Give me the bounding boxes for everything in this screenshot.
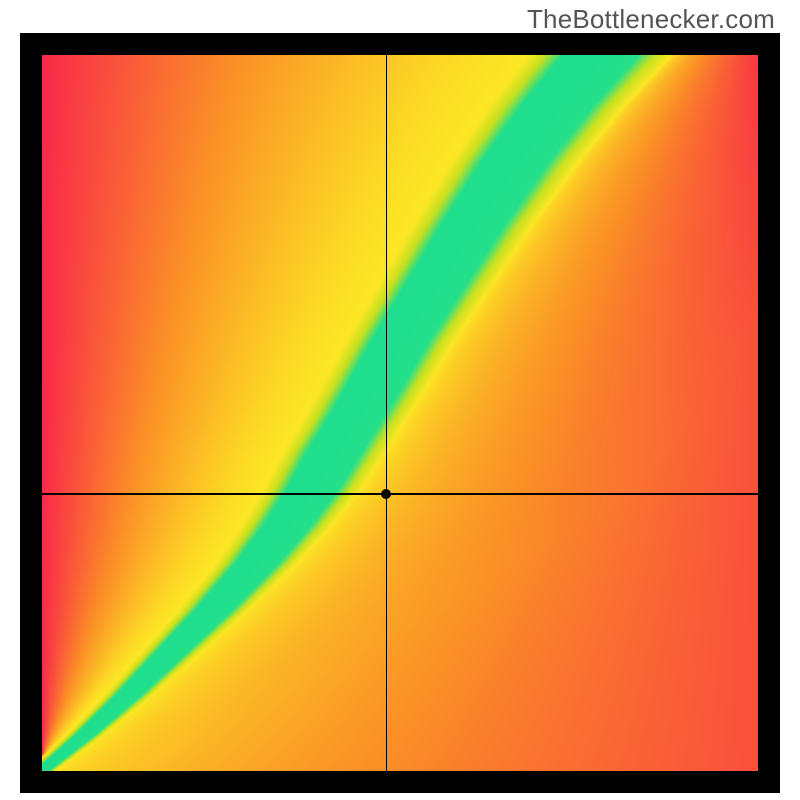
heatmap-canvas [42, 55, 758, 771]
watermark: TheBottlenecker.com [527, 4, 775, 35]
crosshair-vertical [386, 55, 387, 771]
bottleneck-heatmap-container: { "canvas": { "width": 800, "height": 80… [0, 0, 800, 800]
crosshair-horizontal [42, 493, 758, 494]
